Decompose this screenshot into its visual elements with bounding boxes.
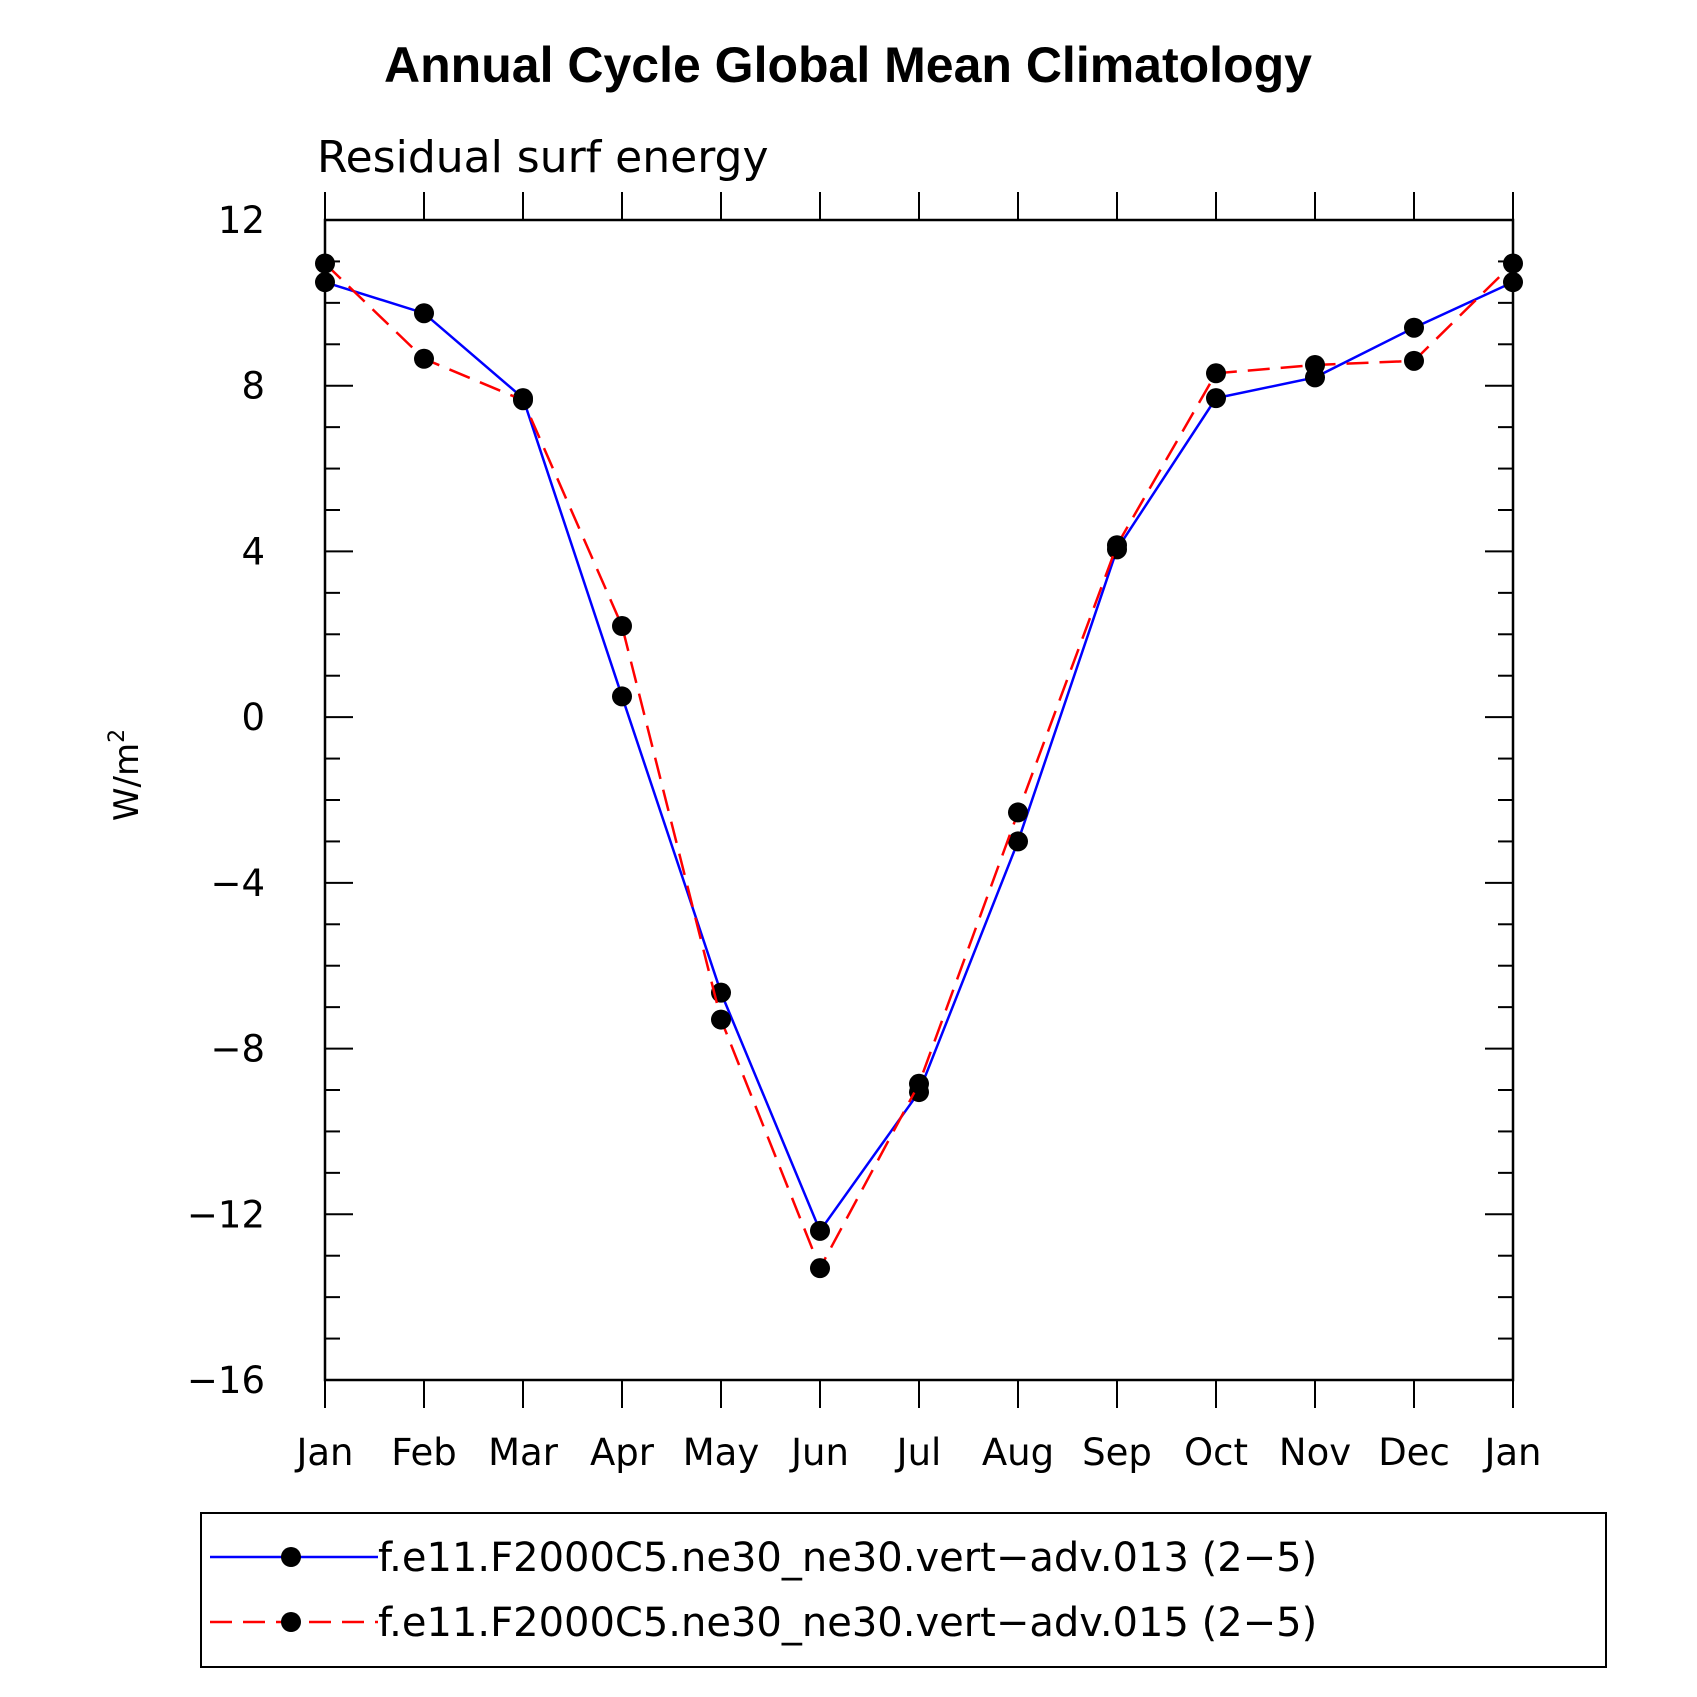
data-point [414, 348, 434, 369]
y-axis-label-superscript: 2 [105, 729, 130, 743]
data-point [711, 1009, 731, 1030]
y-tick-label: −8 [210, 1028, 265, 1071]
data-point [810, 1258, 830, 1279]
x-tick-label: Jan [1482, 1431, 1541, 1474]
y-tick-label: −12 [187, 1193, 265, 1236]
x-tick-label: Dec [1378, 1431, 1450, 1474]
data-point [315, 253, 335, 274]
x-tick-label: Jun [789, 1431, 849, 1474]
x-tick-label: May [683, 1431, 760, 1474]
x-tick-label: Apr [590, 1431, 655, 1474]
data-point [1008, 831, 1028, 852]
data-point [513, 390, 533, 411]
series-2 [315, 253, 1523, 1279]
y-tick-label: 8 [241, 365, 265, 408]
legend-marker [281, 1612, 301, 1632]
series-1 [315, 272, 1523, 1241]
axes: 12 8 4 0 −4 −8 −12 −16 Jan Feb Mar Apr May Jun Jul Aug S… [187, 192, 1542, 1474]
data-point [909, 1073, 929, 1094]
data-point [1404, 317, 1424, 338]
y-tick-label: 12 [218, 199, 265, 242]
data-point [1503, 272, 1523, 293]
x-tick-label: Feb [391, 1431, 457, 1474]
data-point [1305, 355, 1325, 375]
x-tick-label: Aug [982, 1431, 1054, 1474]
y-axis-label: W/m2 [105, 729, 147, 821]
y-axis-label-text: W/m [107, 743, 147, 821]
plot-frame [323, 218, 1515, 1382]
series-line [324, 262, 1514, 1272]
data-point [1107, 535, 1127, 556]
data-point [612, 686, 632, 707]
y-tick-label: −4 [210, 862, 265, 905]
legend-box [200, 1512, 1607, 1668]
x-tick-label: Jan [294, 1431, 353, 1474]
legend-label: f.e11.F2000C5.ne30_ne30.vert−adv.013 (2−… [378, 1535, 1317, 1581]
x-tick-label: Mar [488, 1431, 559, 1474]
x-tick-label: Jul [895, 1431, 942, 1474]
data-point [1503, 253, 1523, 274]
x-tick-label: Oct [1184, 1431, 1248, 1474]
data-point [1206, 388, 1226, 409]
chart-title: Annual Cycle Global Mean Climatology [384, 37, 1312, 93]
data-point [1206, 363, 1226, 384]
data-point [1404, 350, 1424, 371]
series-layer [315, 253, 1523, 1279]
x-tick-label: Sep [1082, 1431, 1152, 1474]
data-point [612, 616, 632, 636]
y-tick-label: 4 [241, 530, 265, 573]
data-point [1008, 802, 1028, 823]
data-point [810, 1220, 830, 1241]
data-point [315, 272, 335, 293]
legend-marker [281, 1547, 301, 1567]
data-point [414, 303, 434, 324]
chart-subtitle: Residual surf energy [317, 132, 769, 183]
legend-label: f.e11.F2000C5.ne30_ne30.vert−adv.015 (2−… [378, 1600, 1317, 1646]
x-tick-label: Nov [1279, 1431, 1351, 1474]
legend: f.e11.F2000C5.ne30_ne30.vert−adv.013 (2−… [200, 1512, 1607, 1668]
y-tick-label: 0 [241, 696, 265, 739]
y-tick-label: −16 [187, 1359, 265, 1402]
